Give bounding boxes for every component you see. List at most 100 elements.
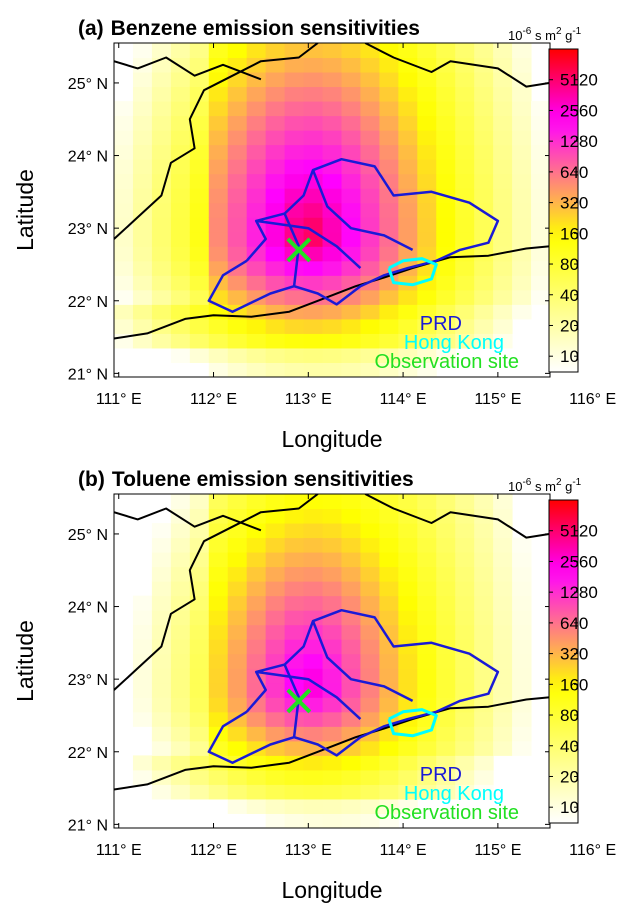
sensitivity-cell — [341, 508, 361, 524]
sensitivity-cell — [170, 188, 191, 204]
colorbar-tick-label: 160 — [560, 224, 588, 243]
sensitivity-cell — [151, 130, 172, 146]
sensitivity-cell — [493, 610, 513, 626]
sensitivity-cell — [132, 697, 153, 713]
sensitivity-cell — [132, 72, 153, 88]
sensitivity-cell — [114, 275, 134, 291]
sensitivity-cell — [114, 231, 134, 247]
sensitivity-cell — [360, 508, 380, 524]
sensitivity-cell — [436, 726, 456, 742]
sensitivity-cell — [170, 682, 191, 698]
sensitivity-cell — [512, 101, 532, 117]
sensitivity-cell — [455, 173, 475, 189]
sensitivity-cell — [360, 57, 380, 73]
sensitivity-cell — [208, 494, 229, 510]
sensitivity-cell — [151, 755, 172, 771]
sensitivity-cell — [341, 57, 361, 73]
sensitivity-cell — [379, 246, 399, 262]
sensitivity-cell — [170, 275, 191, 291]
sensitivity-cell — [398, 188, 418, 204]
sensitivity-cell — [114, 159, 134, 175]
sensitivity-cell — [208, 769, 229, 785]
colorbar-unit-part: -1 — [572, 26, 581, 37]
sensitivity-cell — [284, 43, 305, 59]
sensitivity-cell — [208, 755, 229, 771]
sensitivity-cell — [417, 552, 437, 568]
sensitivity-cell — [246, 697, 267, 713]
sensitivity-cell — [246, 333, 267, 349]
sensitivity-cell — [341, 813, 361, 828]
province-border — [114, 56, 262, 81]
sensitivity-cell — [303, 115, 324, 131]
sensitivity-cell — [246, 101, 267, 117]
sensitivity-cell — [417, 581, 437, 597]
sensitivity-cell — [436, 668, 456, 684]
sensitivity-cell — [474, 275, 494, 291]
sensitivity-cell — [189, 552, 210, 568]
sensitivity-cell — [265, 260, 286, 276]
sensitivity-cell — [132, 43, 153, 59]
sensitivity-cell — [474, 610, 494, 626]
sensitivity-cell — [417, 537, 437, 553]
sensitivity-cell — [132, 144, 153, 160]
sensitivity-cell — [341, 289, 361, 305]
sensitivity-cell — [341, 43, 361, 59]
sensitivity-cell — [170, 726, 191, 742]
x-tick-label: 114° E — [380, 391, 427, 408]
sensitivity-cell — [379, 289, 399, 305]
sensitivity-cell — [303, 537, 324, 553]
sensitivity-cell — [474, 537, 494, 553]
sensitivity-cell — [132, 682, 153, 698]
sensitivity-cell — [284, 101, 305, 117]
legend-entry: Observation site — [374, 351, 519, 373]
sensitivity-cell — [455, 624, 475, 640]
sensitivity-cell — [284, 813, 305, 828]
sensitivity-cell — [322, 813, 342, 828]
sensitivity-cell — [512, 260, 532, 276]
sensitivity-cell — [341, 639, 361, 655]
sensitivity-cell — [208, 697, 229, 713]
sensitivity-cell — [227, 581, 248, 597]
sensitivity-cell — [303, 813, 324, 828]
sensitivity-cell — [360, 784, 380, 800]
sensitivity-cell — [436, 101, 456, 117]
x-axis-label: Longitude — [281, 426, 382, 452]
sensitivity-cell — [132, 624, 153, 640]
sensitivity-cell — [246, 784, 267, 800]
sensitivity-cell — [512, 552, 532, 568]
sensitivity-cell — [227, 726, 248, 742]
sensitivity-cell — [379, 72, 399, 88]
sensitivity-cell — [227, 72, 248, 88]
sensitivity-cell — [227, 769, 248, 785]
sensitivity-cell — [493, 508, 513, 524]
sensitivity-cell — [151, 72, 172, 88]
sensitivity-cell — [512, 726, 532, 742]
sensitivity-cell — [284, 362, 305, 377]
sensitivity-cell — [151, 523, 172, 539]
sensitivity-cell — [436, 72, 456, 88]
sensitivity-cell — [170, 668, 191, 684]
colorbar-tick-label: 10 — [560, 347, 579, 366]
sensitivity-cell — [398, 246, 418, 262]
x-tick-label: 116° E — [569, 391, 616, 408]
sensitivity-cell — [398, 173, 418, 189]
sensitivity-cell — [436, 653, 456, 669]
sensitivity-cell — [208, 115, 229, 131]
panel-title: (a) Benzene emission sensitivities — [78, 17, 420, 40]
sensitivity-cell — [189, 188, 210, 204]
sensitivity-cell — [322, 711, 342, 727]
sensitivity-cell — [379, 43, 399, 59]
sensitivity-cell — [493, 144, 513, 160]
sensitivity-cell — [398, 72, 418, 88]
sensitivity-cell — [284, 798, 305, 814]
x-tick-label: 113° E — [285, 391, 332, 408]
sensitivity-cell — [246, 595, 267, 611]
sensitivity-cell — [246, 260, 267, 276]
sensitivity-cell — [246, 144, 267, 160]
sensitivity-cell — [246, 86, 267, 102]
sensitivity-cell — [114, 289, 134, 305]
sensitivity-cell — [132, 595, 153, 611]
sensitivity-cell — [398, 523, 418, 539]
sensitivity-cell — [360, 581, 380, 597]
